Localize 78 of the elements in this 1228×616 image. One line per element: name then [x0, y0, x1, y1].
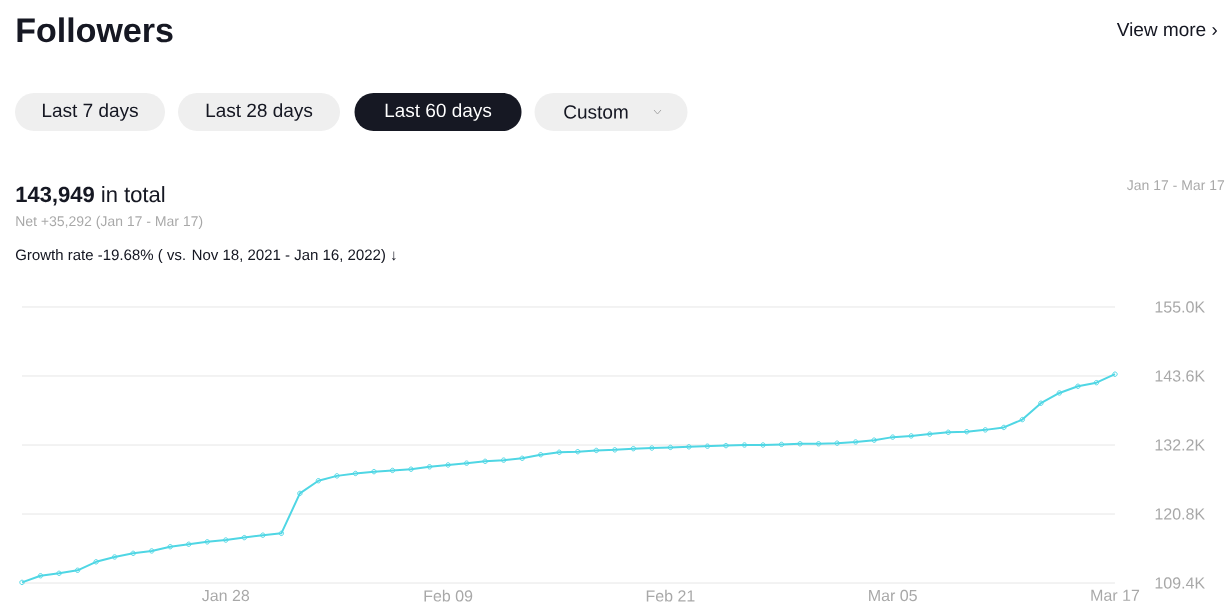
point [130, 550, 136, 557]
point [74, 567, 81, 573]
point [408, 466, 414, 472]
point [538, 451, 544, 458]
point [426, 464, 433, 470]
point [371, 468, 377, 475]
text: Net +35,292 (Jan 17 - Mar 17) [16, 215, 203, 229]
point [93, 559, 99, 565]
point [871, 437, 877, 443]
point [575, 448, 581, 455]
point [964, 428, 970, 435]
point [204, 539, 210, 545]
point [723, 442, 729, 449]
y-tick-label: 109.4K [1155, 577, 1205, 589]
point [741, 442, 748, 448]
point [834, 440, 840, 446]
x-tick-label: Feb 21 [646, 589, 695, 602]
text: Jan 17 - Mar 17 [1126, 180, 1225, 191]
point [889, 434, 896, 440]
point [482, 458, 488, 465]
point [686, 444, 692, 450]
point [37, 573, 44, 579]
point [334, 473, 340, 479]
y-tick-label: 132.2K [1155, 439, 1205, 451]
text: Custom [564, 105, 628, 119]
point [260, 532, 266, 538]
x-tick-label: Feb 09 [424, 589, 473, 602]
y-tick-label: 143.6K [1155, 370, 1205, 382]
point [982, 427, 989, 433]
x-tick-label: Mar 05 [869, 589, 917, 602]
point [815, 441, 822, 447]
point [704, 443, 711, 449]
point [852, 439, 859, 445]
y-tick-label: 120.8K [1155, 508, 1205, 520]
point [1019, 416, 1026, 423]
point [1056, 390, 1063, 396]
y-tick-label: 155.0K [1155, 301, 1205, 313]
point [223, 537, 229, 543]
point [556, 449, 562, 455]
point [908, 433, 914, 439]
point [630, 445, 637, 452]
text: Last 28 days [206, 103, 313, 121]
point [927, 431, 933, 437]
point [445, 462, 451, 468]
point [778, 441, 785, 448]
point [315, 478, 322, 484]
point [593, 447, 599, 454]
point [297, 490, 303, 497]
point [56, 570, 62, 577]
point [278, 530, 285, 537]
point [1038, 400, 1044, 406]
point [500, 457, 507, 463]
x-tick-label: Mar 17 [1091, 589, 1140, 602]
point [1001, 424, 1007, 431]
point [389, 467, 396, 474]
point [241, 534, 248, 541]
text: 143,949 in total [16, 186, 165, 206]
text: Last 60 days [385, 103, 492, 121]
point [352, 470, 359, 477]
point [519, 455, 525, 462]
x-tick-label: Jan 28 [202, 589, 250, 602]
point [148, 548, 155, 554]
point [1075, 383, 1081, 389]
point [797, 441, 803, 447]
point [760, 442, 766, 448]
point [945, 429, 951, 435]
text: Growth rate -19.68% ( vs. Nov 18, 2021 - Jan 16, 2022) ↓ [15, 249, 396, 264]
text: Last 7 days [42, 103, 138, 121]
point [612, 447, 618, 453]
point [667, 444, 674, 451]
point [111, 554, 118, 560]
point [649, 445, 655, 451]
point [167, 543, 173, 550]
text: View more › [1116, 22, 1217, 37]
point [463, 460, 470, 466]
point [1093, 379, 1100, 386]
point [186, 541, 192, 547]
chart-title: Followers [17, 17, 173, 43]
